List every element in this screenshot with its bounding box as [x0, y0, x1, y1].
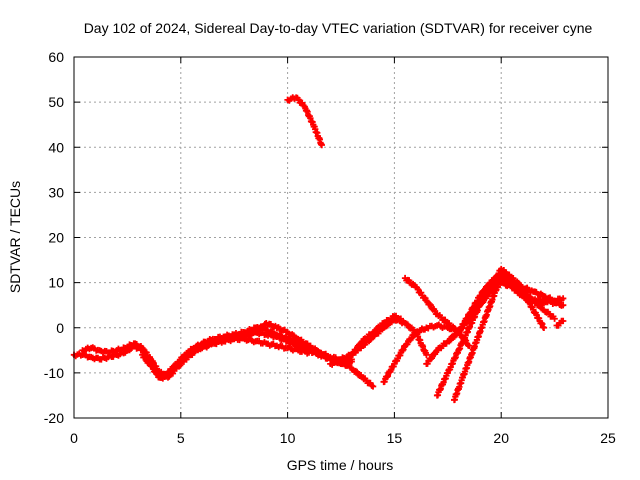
- y-tick-label: 60: [48, 49, 64, 65]
- x-tick-label: 5: [177, 430, 185, 446]
- y-tick-label: 40: [48, 139, 64, 155]
- y-tick-label: 0: [56, 320, 64, 336]
- data-point: [427, 301, 434, 309]
- data-point: [143, 349, 150, 356]
- series-track-e: [284, 94, 325, 149]
- data-point: [423, 351, 430, 359]
- data-point: [397, 315, 405, 322]
- data-point: [465, 342, 473, 349]
- y-tick-label: 10: [48, 275, 64, 291]
- data-point: [485, 283, 492, 290]
- data-point: [540, 324, 548, 331]
- y-tick-label: 20: [48, 230, 64, 246]
- data-point: [559, 301, 567, 309]
- data-point: [428, 354, 435, 362]
- data-marks: [70, 94, 567, 404]
- x-axis-label: GPS time / hours: [287, 457, 394, 473]
- data-point: [352, 346, 360, 354]
- y-axis-label: SDTVAR / TECUs: [7, 181, 23, 293]
- data-point: [305, 349, 313, 356]
- series-track-g: [348, 312, 405, 359]
- x-tick-label: 20: [493, 430, 509, 446]
- data-point: [551, 315, 558, 322]
- series-track-p: [444, 270, 505, 345]
- data-point: [142, 354, 149, 362]
- axis-ticks: 0 5 10 15 20 25 -20 -10 0 10 20 30 40 50 60: [44, 49, 616, 446]
- series-track-i: [380, 329, 430, 386]
- data-point: [540, 299, 548, 307]
- data-point: [149, 365, 157, 372]
- data-point: [559, 317, 567, 325]
- data-point: [427, 355, 434, 363]
- series-track-m: [451, 270, 558, 404]
- chart-title: Day 102 of 2024, Sidereal Day-to-day VTE…: [84, 20, 593, 36]
- data-point: [176, 362, 184, 369]
- series-track-q: [553, 317, 567, 329]
- grid-layer: [74, 57, 608, 418]
- data-point: [559, 295, 567, 302]
- data-point: [408, 335, 415, 342]
- series-track-h: [327, 358, 377, 390]
- y-tick-label: 50: [48, 94, 64, 110]
- y-tick-label: 30: [48, 184, 64, 200]
- x-tick-label: 25: [600, 430, 616, 446]
- x-tick-label: 15: [387, 430, 403, 446]
- series-track-j: [401, 274, 473, 349]
- data-point: [318, 141, 325, 149]
- x-tick-label: 10: [280, 430, 296, 446]
- data-point: [353, 345, 361, 353]
- data-point: [498, 270, 505, 277]
- series-track-d: [190, 334, 313, 357]
- y-tick-label: -20: [44, 410, 64, 426]
- data-point: [426, 300, 433, 308]
- data-point: [404, 340, 411, 348]
- y-tick-label: -10: [44, 365, 64, 381]
- data-point: [175, 363, 183, 370]
- data-point: [369, 383, 377, 390]
- data-point: [348, 358, 355, 365]
- x-tick-label: 0: [70, 430, 78, 446]
